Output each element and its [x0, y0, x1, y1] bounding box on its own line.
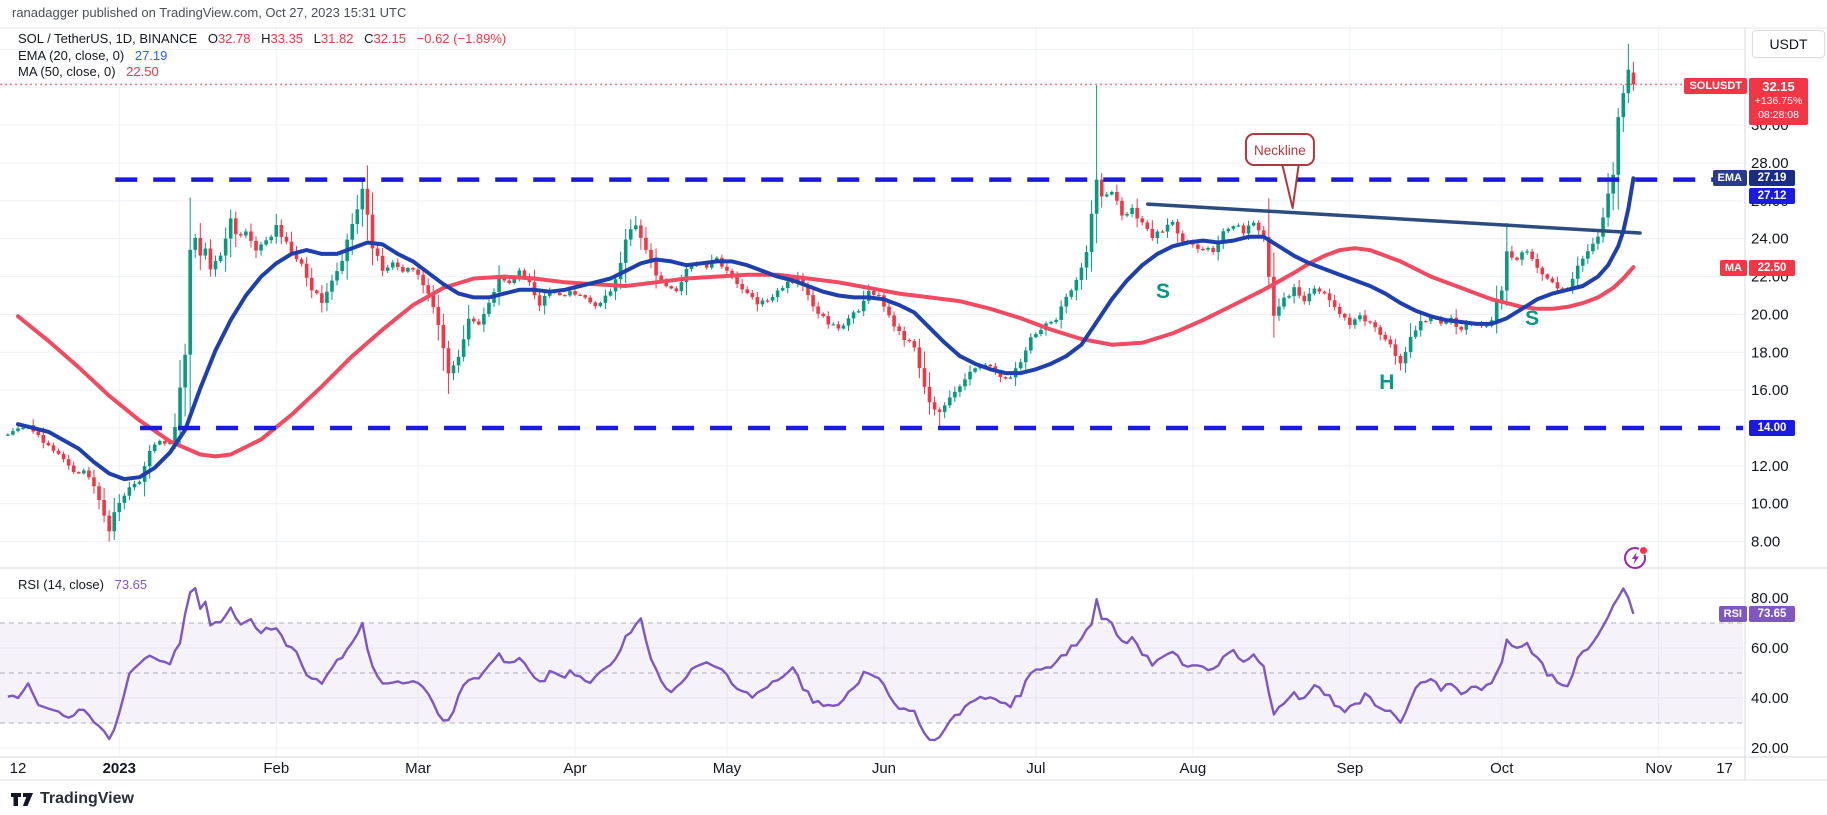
rsi-value: 73.65	[114, 577, 148, 592]
ma50-line	[16, 246, 1636, 459]
ema-legend-row: EMA (20, close, 0) 27.19	[18, 48, 506, 65]
rsi-line	[7, 587, 1635, 742]
low-label: L	[313, 31, 321, 46]
svg-text:S: S	[1156, 280, 1170, 303]
svg-text:Mar: Mar	[405, 760, 431, 777]
svg-text:Neckline: Neckline	[1254, 143, 1306, 158]
ema-label[interactable]: EMA (20, close, 0)	[18, 47, 125, 63]
upper-level-axis-value: 27.12	[1749, 188, 1795, 204]
grid-layer	[0, 28, 1743, 757]
ma-axis-value: 22.50	[1749, 260, 1795, 276]
attribution-text: ranadagger published on TradingView.com,…	[12, 5, 407, 20]
svg-text:Oct: Oct	[1490, 760, 1514, 777]
svg-text:10.00: 10.00	[1751, 496, 1789, 513]
tradingview-logo-text: TradingView	[40, 790, 134, 807]
svg-text:20.00: 20.00	[1751, 306, 1789, 323]
rsi-axis-tag: RSI	[1718, 606, 1747, 622]
ideas-flash-icon[interactable]	[1622, 544, 1650, 572]
symbol-price-tag: SOLUSDT	[1684, 78, 1747, 94]
svg-text:Sep: Sep	[1336, 760, 1363, 777]
svg-text:16.00: 16.00	[1751, 382, 1789, 399]
svg-text:2023: 2023	[103, 760, 136, 777]
svg-text:Aug: Aug	[1179, 760, 1206, 777]
open-value: 32.78	[217, 31, 251, 46]
ma-axis-tag: MA	[1719, 260, 1747, 276]
tradingview-logo-icon	[11, 793, 33, 806]
svg-text:24.00: 24.00	[1751, 231, 1789, 248]
neckline-callout[interactable]: Neckline	[1244, 133, 1315, 210]
ma-value: 22.50	[126, 64, 159, 79]
frame-layer	[0, 27, 1827, 781]
svg-text:12: 12	[10, 760, 27, 777]
ma-label[interactable]: MA (50, close, 0)	[18, 64, 116, 79]
high-label: H	[261, 31, 271, 46]
svg-text:S: S	[1525, 307, 1539, 330]
svg-text:Nov: Nov	[1645, 760, 1672, 777]
axis-labels-layer: 30.0028.0026.0024.0022.0020.0018.0016.00…	[10, 117, 1789, 777]
rsi-band-layer	[0, 622, 1743, 724]
change-percent: +136.75%	[1754, 95, 1803, 107]
tradingview-logo[interactable]: TradingView	[10, 789, 134, 809]
close-value: 32.15	[373, 31, 407, 46]
change-value: −0.62 (−1.89%)	[416, 31, 507, 46]
rsi-legend: RSI (14, close) 73.65	[18, 577, 147, 592]
symbol-legend-row: SOL / TetherUS, 1D, BINANCE O32.78 H33.3…	[18, 31, 506, 48]
ma-legend-row: MA (50, close, 0) 22.50	[18, 64, 506, 81]
svg-text:12.00: 12.00	[1751, 458, 1789, 475]
svg-text:28.00: 28.00	[1751, 155, 1789, 172]
rsi-label[interactable]: RSI (14, close)	[18, 577, 104, 592]
svg-text:80.00: 80.00	[1751, 590, 1789, 607]
svg-text:H: H	[1379, 371, 1394, 394]
svg-text:May: May	[713, 760, 742, 777]
svg-text:40.00: 40.00	[1751, 690, 1789, 707]
svg-text:8.00: 8.00	[1751, 534, 1780, 551]
rsi-axis-value: 73.65	[1749, 606, 1795, 622]
currency-toggle-button[interactable]: USDT	[1752, 30, 1825, 58]
high-value: 33.35	[270, 31, 304, 46]
svg-text:17: 17	[1716, 760, 1733, 777]
ema20-line	[16, 176, 1636, 482]
svg-text:Feb: Feb	[263, 760, 289, 777]
symbol-title[interactable]: SOL / TetherUS, 1D, BINANCE	[18, 31, 198, 46]
svg-text:Jul: Jul	[1026, 760, 1045, 777]
svg-text:18.00: 18.00	[1751, 344, 1789, 361]
pattern-labels-layer: S H S	[1156, 280, 1539, 394]
svg-text:60.00: 60.00	[1751, 640, 1789, 657]
neckline-trendline[interactable]	[1146, 202, 1642, 235]
ema-value: 27.19	[134, 47, 168, 63]
svg-text:Jun: Jun	[872, 760, 896, 777]
ema-axis-value: 27.19	[1749, 170, 1795, 186]
lower-level-axis-value: 14.00	[1749, 420, 1795, 436]
low-value: 31.82	[320, 31, 354, 46]
svg-text:20.00: 20.00	[1751, 740, 1789, 757]
svg-text:Apr: Apr	[563, 760, 586, 777]
bar-countdown: 08:28:08	[1758, 109, 1799, 121]
symbol-legend: SOL / TetherUS, 1D, BINANCE O32.78 H33.3…	[18, 31, 506, 81]
last-price-box: 32.15 +136.75% 08:28:08	[1749, 78, 1808, 125]
ema-axis-tag: EMA	[1712, 170, 1747, 186]
last-price-value: 32.15	[1762, 79, 1795, 94]
close-label: C	[364, 31, 374, 46]
open-label: O	[207, 31, 218, 46]
